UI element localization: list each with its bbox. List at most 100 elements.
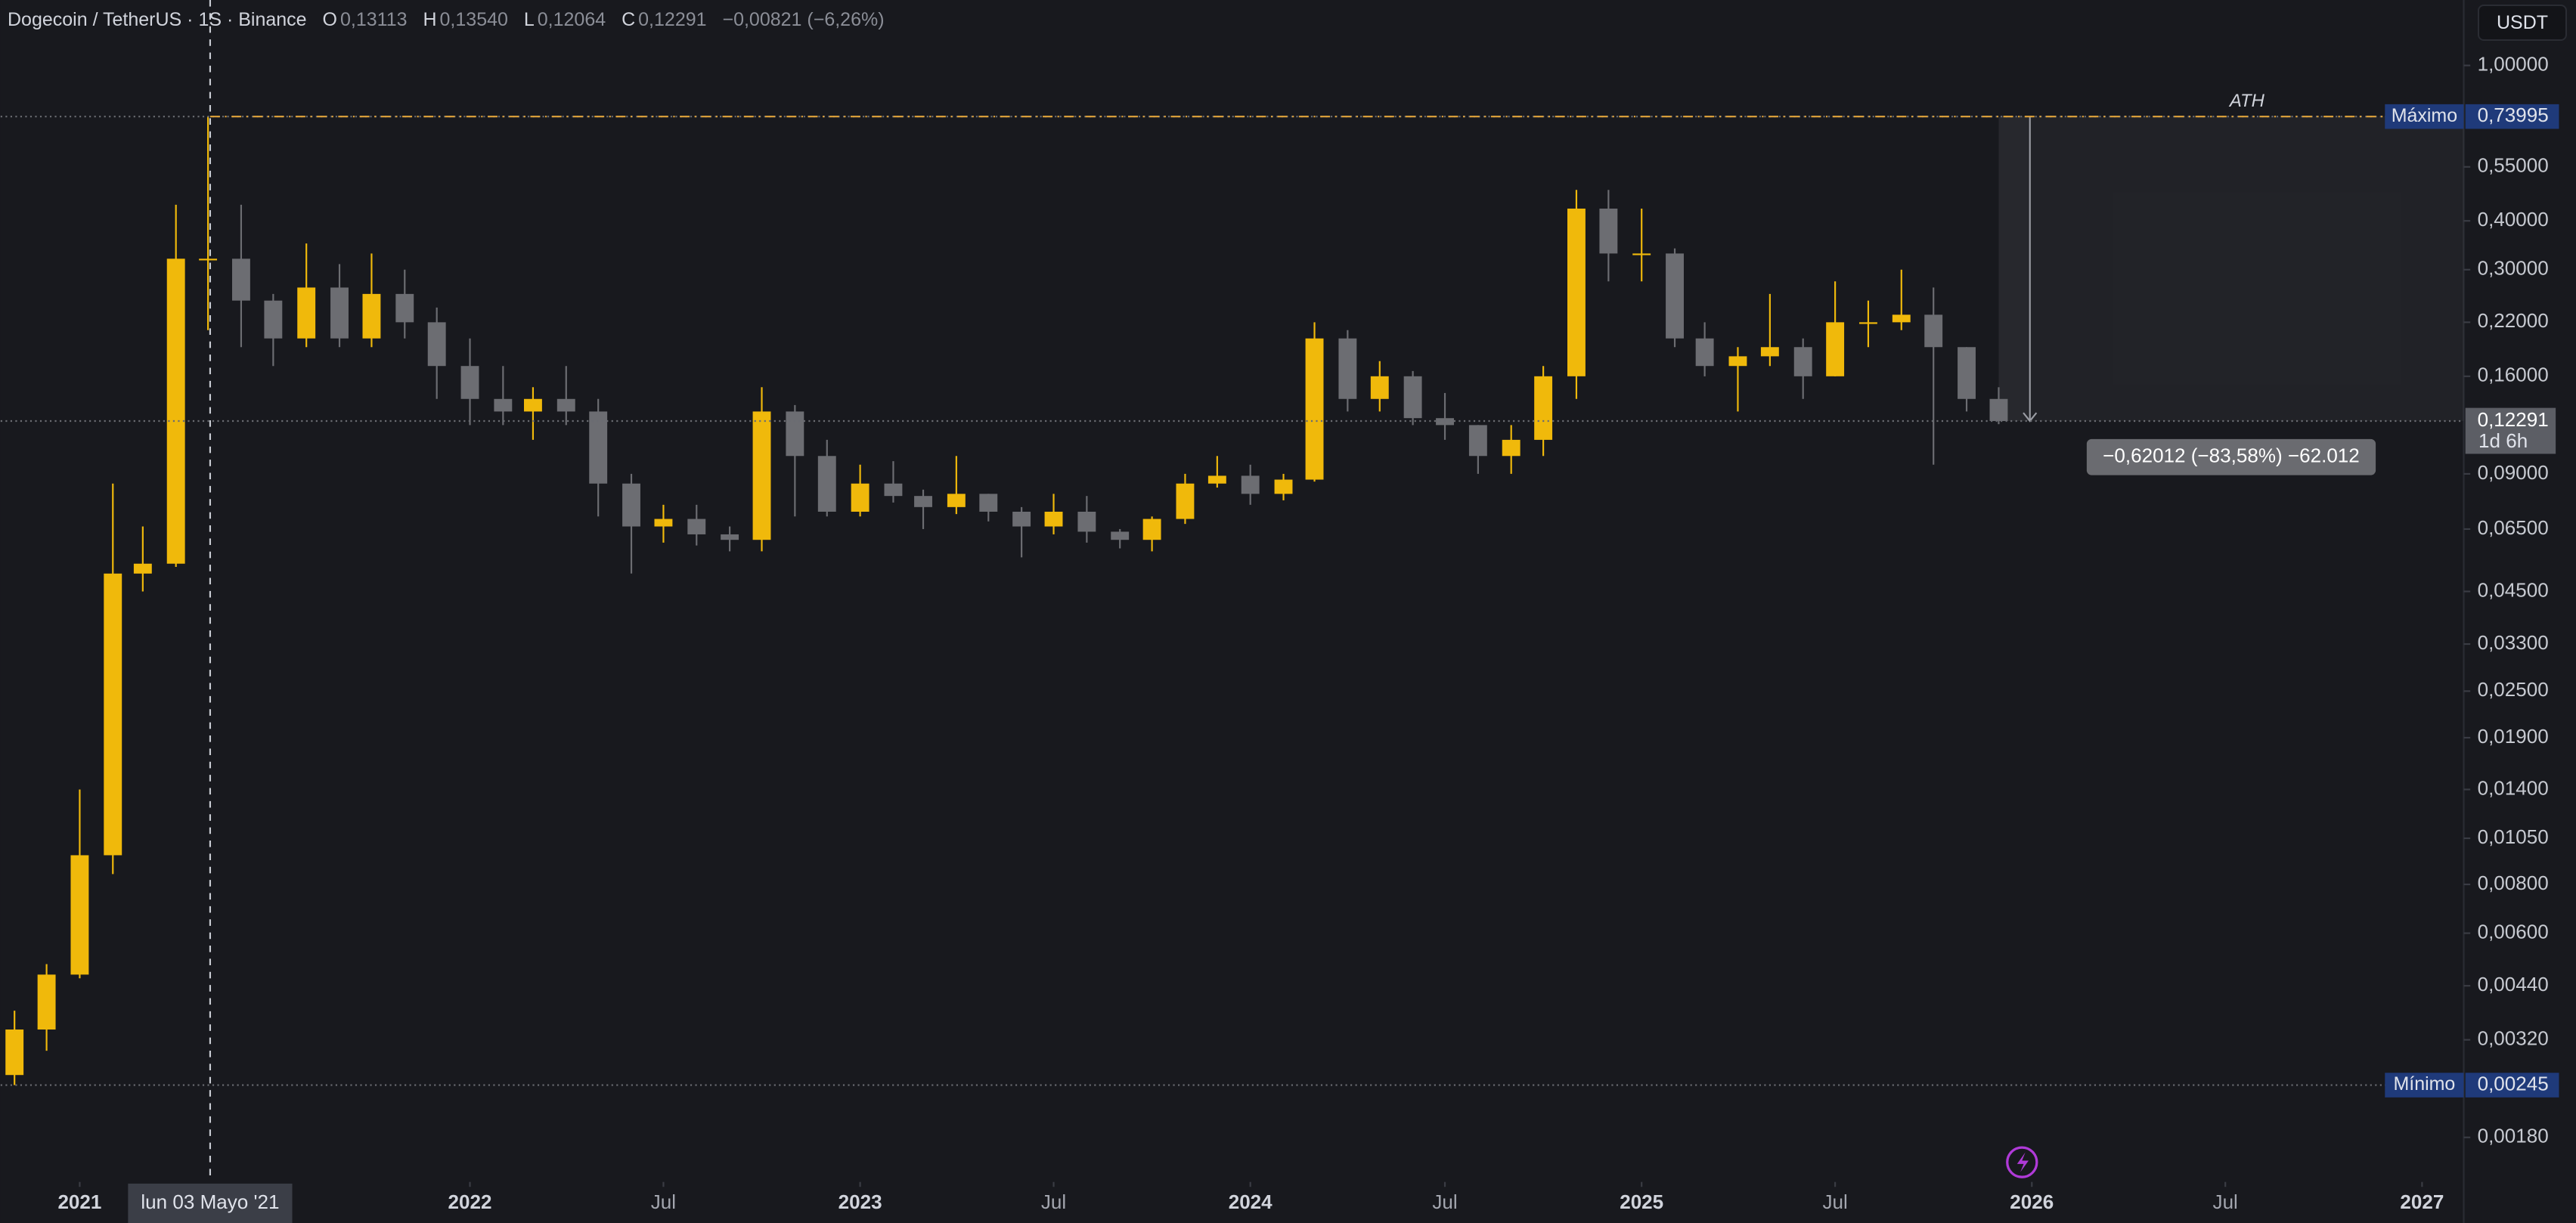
- last-price: 0,12291: [2478, 408, 2549, 431]
- y-tick-label: 0,16000: [2478, 364, 2549, 386]
- candle-body: [1958, 347, 1976, 399]
- candle-body: [1468, 425, 1487, 457]
- candle-body: [1695, 338, 1714, 367]
- x-tick-label: Jul: [1822, 1190, 1847, 1213]
- y-tick-label: 0,00180: [2478, 1125, 2549, 1147]
- candle-body: [199, 259, 218, 261]
- candle-body: [654, 519, 673, 527]
- candle-body: [1077, 511, 1096, 532]
- y-tick-label: 0,00600: [2478, 920, 2549, 943]
- candle-body: [523, 398, 542, 412]
- candle-body: [817, 456, 836, 512]
- alert-bolt: [2016, 1152, 2029, 1172]
- candle-body: [1534, 376, 1553, 440]
- ohlc-value: 0,13113: [340, 9, 408, 30]
- x-tick-label: 2023: [839, 1190, 882, 1213]
- level-name-bg: [2385, 1073, 2464, 1098]
- candle-body: [721, 534, 739, 540]
- level-value-bg: [2465, 1073, 2559, 1098]
- candle-body: [1111, 531, 1130, 540]
- measure-band: [1998, 116, 2028, 421]
- y-tick-label: 0,00320: [2478, 1027, 2549, 1050]
- last-price-bg: [2465, 407, 2556, 454]
- y-tick-label: 0,01050: [2478, 825, 2549, 848]
- measure-label: −0,62012 (−83,58%) −62.012: [2103, 444, 2360, 467]
- x-tick-label: 2027: [2400, 1190, 2444, 1213]
- crosshair-label: lun 03 Mayo '21: [141, 1190, 279, 1213]
- candle-body: [1728, 356, 1747, 367]
- candle-body: [70, 855, 89, 975]
- candle-body: [556, 398, 575, 412]
- candle-body: [1989, 398, 2008, 421]
- level-name-bg: [2385, 104, 2464, 129]
- ohlc-key: L: [523, 9, 535, 30]
- candle-body: [5, 1029, 24, 1076]
- candle-body: [1142, 519, 1161, 540]
- alert-icon[interactable]: [2006, 1146, 2038, 1178]
- candle-body: [589, 411, 608, 484]
- measure-range: [1998, 116, 2464, 421]
- candle-body: [460, 366, 479, 399]
- change: −0,00821 (−6,26%): [722, 9, 885, 30]
- candle-body: [1924, 314, 1943, 348]
- candle-body: [231, 259, 250, 301]
- ohlc-value: 0,13540: [439, 9, 508, 30]
- symbol-title: Dogecoin / TetherUS · 1S · Binance: [8, 9, 307, 30]
- candle-body: [884, 483, 903, 497]
- ohlc-key: O: [322, 9, 337, 30]
- ohlc-value: 0,12064: [537, 9, 606, 30]
- header: Dogecoin / TetherUS · 1S · Binance O 0,13…: [8, 9, 895, 31]
- x-tick-label: Jul: [1041, 1190, 1066, 1213]
- measure-arrow-head: [2023, 412, 2038, 423]
- candle-body: [1403, 376, 1422, 419]
- candle-body: [427, 322, 446, 367]
- x-tick-label: 2024: [1229, 1190, 1273, 1213]
- candle-body: [1666, 253, 1684, 339]
- candle-body: [1567, 208, 1586, 376]
- level-name: Máximo: [2392, 105, 2457, 126]
- x-tick-label: Jul: [651, 1190, 676, 1213]
- candle-body: [1599, 208, 1618, 254]
- y-tick-label: 0,04500: [2478, 578, 2549, 601]
- candle-body: [104, 573, 122, 856]
- candle-body: [1207, 475, 1226, 484]
- y-tick-label: 0,01900: [2478, 725, 2549, 748]
- candle-body: [622, 483, 640, 527]
- candle-body: [1338, 338, 1357, 399]
- y-tick-label: 0,00440: [2478, 973, 2549, 995]
- y-tick-label: 0,06500: [2478, 516, 2549, 539]
- candle-body: [330, 287, 349, 339]
- measure-label-bg: [2086, 438, 2376, 475]
- candle-body: [1760, 347, 1779, 357]
- candle-body: [914, 496, 932, 507]
- currency-button[interactable]: USDT: [2478, 5, 2567, 41]
- y-tick-label: 0,09000: [2478, 461, 2549, 484]
- y-tick-label: 0,55000: [2478, 154, 2549, 177]
- candle-body: [1632, 253, 1651, 255]
- candle-body: [979, 494, 998, 512]
- candle-body: [133, 563, 152, 574]
- candle-body: [947, 494, 966, 507]
- candle-body: [395, 293, 414, 323]
- candle-body: [1274, 479, 1293, 494]
- candle-body: [297, 287, 316, 339]
- candle-body: [851, 483, 870, 512]
- candle-body: [1892, 314, 1911, 323]
- candle-body: [494, 398, 513, 412]
- ohlc-key: C: [622, 9, 636, 30]
- candle-body: [37, 974, 56, 1030]
- candle-body: [1044, 511, 1063, 527]
- ohlc-key: H: [423, 9, 437, 30]
- candle-body: [1859, 322, 1877, 324]
- candle-body: [362, 293, 381, 339]
- x-tick-label: 2026: [2010, 1190, 2054, 1213]
- x-tick-label: Jul: [2213, 1190, 2238, 1213]
- ohlc-value: 0,12291: [638, 9, 707, 30]
- y-tick-label: 0,40000: [2478, 208, 2549, 231]
- candle-body: [1502, 439, 1520, 457]
- candle-body: [1793, 347, 1812, 376]
- candle-body: [166, 259, 185, 564]
- candle-body: [1370, 376, 1389, 399]
